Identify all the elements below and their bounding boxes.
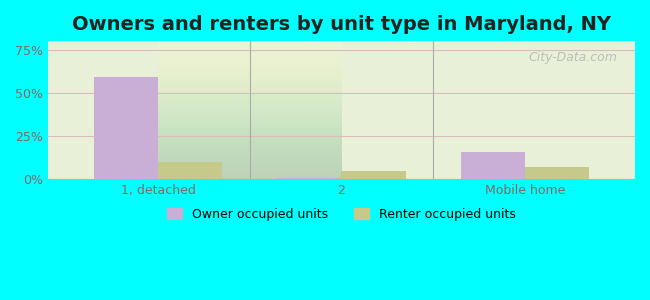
Bar — [277, 178, 341, 179]
Legend: Owner occupied units, Renter occupied units: Owner occupied units, Renter occupied un… — [162, 203, 521, 226]
Bar — [341, 171, 406, 179]
Bar — [158, 162, 222, 179]
Title: Owners and renters by unit type in Maryland, NY: Owners and renters by unit type in Maryl… — [72, 15, 611, 34]
Bar — [461, 152, 525, 179]
Text: City-Data.com: City-Data.com — [528, 51, 618, 64]
Bar — [94, 77, 158, 179]
Bar — [525, 167, 589, 179]
